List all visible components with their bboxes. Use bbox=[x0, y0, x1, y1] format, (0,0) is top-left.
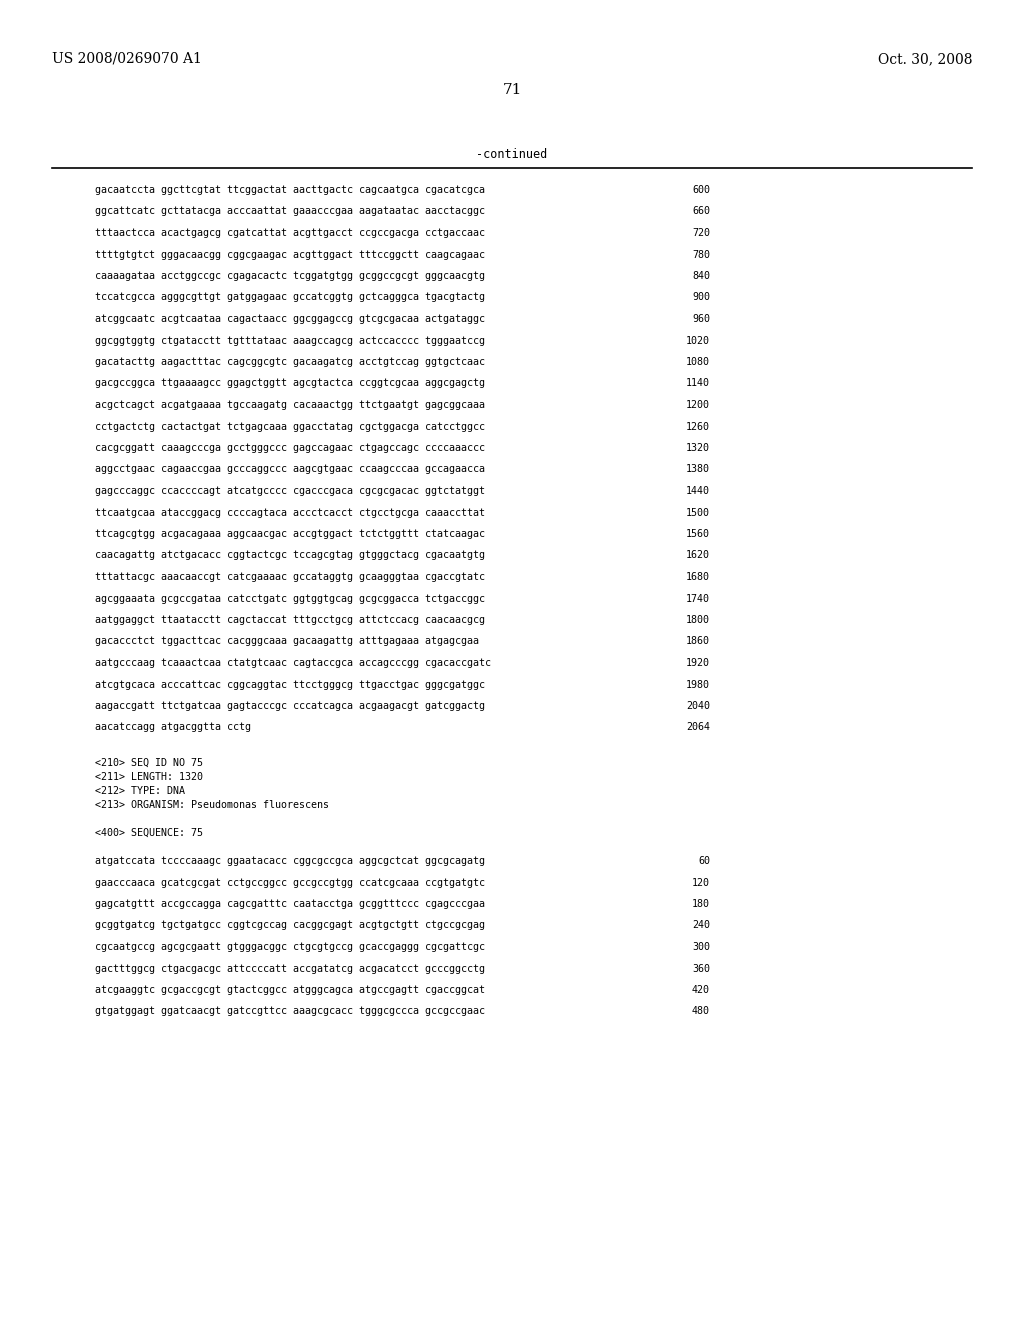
Text: 720: 720 bbox=[692, 228, 710, 238]
Text: ggcattcatc gcttatacga acccaattat gaaacccgaa aagataatac aacctacggc: ggcattcatc gcttatacga acccaattat gaaaccc… bbox=[95, 206, 485, 216]
Text: 900: 900 bbox=[692, 293, 710, 302]
Text: 660: 660 bbox=[692, 206, 710, 216]
Text: 1620: 1620 bbox=[686, 550, 710, 561]
Text: 780: 780 bbox=[692, 249, 710, 260]
Text: 360: 360 bbox=[692, 964, 710, 974]
Text: ttttgtgtct gggacaacgg cggcgaagac acgttggact tttccggctt caagcagaac: ttttgtgtct gggacaacgg cggcgaagac acgttgg… bbox=[95, 249, 485, 260]
Text: gagcatgttt accgccagga cagcgatttc caatacctga gcggtttccc cgagcccgaa: gagcatgttt accgccagga cagcgatttc caatacc… bbox=[95, 899, 485, 909]
Text: aacatccagg atgacggtta cctg: aacatccagg atgacggtta cctg bbox=[95, 722, 251, 733]
Text: 1920: 1920 bbox=[686, 657, 710, 668]
Text: atcggcaatc acgtcaataa cagactaacc ggcggagccg gtcgcgacaa actgataggc: atcggcaatc acgtcaataa cagactaacc ggcggag… bbox=[95, 314, 485, 323]
Text: 71: 71 bbox=[503, 83, 521, 96]
Text: agcggaaata gcgccgataa catcctgatc ggtggtgcag gcgcggacca tctgaccggc: agcggaaata gcgccgataa catcctgatc ggtggtg… bbox=[95, 594, 485, 603]
Text: cctgactctg cactactgat tctgagcaaa ggacctatag cgctggacga catcctggcc: cctgactctg cactactgat tctgagcaaa ggaccta… bbox=[95, 421, 485, 432]
Text: cacgcggatt caaagcccga gcctgggccc gagccagaac ctgagccagc ccccaaaccc: cacgcggatt caaagcccga gcctgggccc gagccag… bbox=[95, 444, 485, 453]
Text: aggcctgaac cagaaccgaa gcccaggccc aagcgtgaac ccaagcccaa gccagaacca: aggcctgaac cagaaccgaa gcccaggccc aagcgtg… bbox=[95, 465, 485, 474]
Text: 1800: 1800 bbox=[686, 615, 710, 624]
Text: 240: 240 bbox=[692, 920, 710, 931]
Text: US 2008/0269070 A1: US 2008/0269070 A1 bbox=[52, 51, 202, 66]
Text: 1980: 1980 bbox=[686, 680, 710, 689]
Text: gagcccaggc ccaccccagt atcatgcccc cgacccgaca cgcgcgacac ggtctatggt: gagcccaggc ccaccccagt atcatgcccc cgacccg… bbox=[95, 486, 485, 496]
Text: 1740: 1740 bbox=[686, 594, 710, 603]
Text: tccatcgcca agggcgttgt gatggagaac gccatcggtg gctcagggca tgacgtactg: tccatcgcca agggcgttgt gatggagaac gccatcg… bbox=[95, 293, 485, 302]
Text: cgcaatgccg agcgcgaatt gtgggacggc ctgcgtgccg gcaccgaggg cgcgattcgc: cgcaatgccg agcgcgaatt gtgggacggc ctgcgtg… bbox=[95, 942, 485, 952]
Text: 600: 600 bbox=[692, 185, 710, 195]
Text: acgctcagct acgatgaaaa tgccaagatg cacaaactgg ttctgaatgt gagcggcaaa: acgctcagct acgatgaaaa tgccaagatg cacaaac… bbox=[95, 400, 485, 411]
Text: -continued: -continued bbox=[476, 148, 548, 161]
Text: 420: 420 bbox=[692, 985, 710, 995]
Text: 1020: 1020 bbox=[686, 335, 710, 346]
Text: atgatccata tccccaaagc ggaatacacc cggcgccgca aggcgctcat ggcgcagatg: atgatccata tccccaaagc ggaatacacc cggcgcc… bbox=[95, 855, 485, 866]
Text: 960: 960 bbox=[692, 314, 710, 323]
Text: <212> TYPE: DNA: <212> TYPE: DNA bbox=[95, 785, 185, 796]
Text: 1140: 1140 bbox=[686, 379, 710, 388]
Text: 1320: 1320 bbox=[686, 444, 710, 453]
Text: <210> SEQ ID NO 75: <210> SEQ ID NO 75 bbox=[95, 758, 203, 768]
Text: 2064: 2064 bbox=[686, 722, 710, 733]
Text: ttcagcgtgg acgacagaaa aggcaacgac accgtggact tctctggttt ctatcaagac: ttcagcgtgg acgacagaaa aggcaacgac accgtgg… bbox=[95, 529, 485, 539]
Text: 1380: 1380 bbox=[686, 465, 710, 474]
Text: <400> SEQUENCE: 75: <400> SEQUENCE: 75 bbox=[95, 828, 203, 838]
Text: <211> LENGTH: 1320: <211> LENGTH: 1320 bbox=[95, 772, 203, 781]
Text: caacagattg atctgacacc cggtactcgc tccagcgtag gtgggctacg cgacaatgtg: caacagattg atctgacacc cggtactcgc tccagcg… bbox=[95, 550, 485, 561]
Text: 1200: 1200 bbox=[686, 400, 710, 411]
Text: 1560: 1560 bbox=[686, 529, 710, 539]
Text: 1260: 1260 bbox=[686, 421, 710, 432]
Text: 1440: 1440 bbox=[686, 486, 710, 496]
Text: ttcaatgcaa ataccggacg ccccagtaca accctcacct ctgcctgcga caaaccttat: ttcaatgcaa ataccggacg ccccagtaca accctca… bbox=[95, 507, 485, 517]
Text: 300: 300 bbox=[692, 942, 710, 952]
Text: aagaccgatt ttctgatcaa gagtacccgc cccatcagca acgaagacgt gatcggactg: aagaccgatt ttctgatcaa gagtacccgc cccatca… bbox=[95, 701, 485, 711]
Text: gacaatccta ggcttcgtat ttcggactat aacttgactc cagcaatgca cgacatcgca: gacaatccta ggcttcgtat ttcggactat aacttga… bbox=[95, 185, 485, 195]
Text: atcgtgcaca acccattcac cggcaggtac ttcctgggcg ttgacctgac gggcgatggc: atcgtgcaca acccattcac cggcaggtac ttcctgg… bbox=[95, 680, 485, 689]
Text: atcgaaggtc gcgaccgcgt gtactcggcc atgggcagca atgccgagtt cgaccggcat: atcgaaggtc gcgaccgcgt gtactcggcc atgggca… bbox=[95, 985, 485, 995]
Text: Oct. 30, 2008: Oct. 30, 2008 bbox=[878, 51, 972, 66]
Text: gcggtgatcg tgctgatgcc cggtcgccag cacggcgagt acgtgctgtt ctgccgcgag: gcggtgatcg tgctgatgcc cggtcgccag cacggcg… bbox=[95, 920, 485, 931]
Text: 60: 60 bbox=[698, 855, 710, 866]
Text: tttaactcca acactgagcg cgatcattat acgttgacct ccgccgacga cctgaccaac: tttaactcca acactgagcg cgatcattat acgttga… bbox=[95, 228, 485, 238]
Text: aatgcccaag tcaaactcaa ctatgtcaac cagtaccgca accagcccgg cgacaccgatc: aatgcccaag tcaaactcaa ctatgtcaac cagtacc… bbox=[95, 657, 490, 668]
Text: <213> ORGANISM: Pseudomonas fluorescens: <213> ORGANISM: Pseudomonas fluorescens bbox=[95, 800, 329, 810]
Text: gacgccggca ttgaaaagcc ggagctggtt agcgtactca ccggtcgcaa aggcgagctg: gacgccggca ttgaaaagcc ggagctggtt agcgtac… bbox=[95, 379, 485, 388]
Text: 2040: 2040 bbox=[686, 701, 710, 711]
Text: gaacccaaca gcatcgcgat cctgccggcc gccgccgtgg ccatcgcaaa ccgtgatgtc: gaacccaaca gcatcgcgat cctgccggcc gccgccg… bbox=[95, 878, 485, 887]
Text: 1860: 1860 bbox=[686, 636, 710, 647]
Text: 1080: 1080 bbox=[686, 356, 710, 367]
Text: tttattacgc aaacaaccgt catcgaaaac gccataggtg gcaagggtaa cgaccgtatc: tttattacgc aaacaaccgt catcgaaaac gccatag… bbox=[95, 572, 485, 582]
Text: gacatacttg aagactttac cagcggcgtc gacaagatcg acctgtccag ggtgctcaac: gacatacttg aagactttac cagcggcgtc gacaaga… bbox=[95, 356, 485, 367]
Text: ggcggtggtg ctgatacctt tgtttataac aaagccagcg actccacccc tgggaatccg: ggcggtggtg ctgatacctt tgtttataac aaagcca… bbox=[95, 335, 485, 346]
Text: caaaagataa acctggccgc cgagacactc tcggatgtgg gcggccgcgt gggcaacgtg: caaaagataa acctggccgc cgagacactc tcggatg… bbox=[95, 271, 485, 281]
Text: 840: 840 bbox=[692, 271, 710, 281]
Text: gactttggcg ctgacgacgc attccccatt accgatatcg acgacatcct gcccggcctg: gactttggcg ctgacgacgc attccccatt accgata… bbox=[95, 964, 485, 974]
Text: 1500: 1500 bbox=[686, 507, 710, 517]
Text: 480: 480 bbox=[692, 1006, 710, 1016]
Text: gacaccctct tggacttcac cacgggcaaa gacaagattg atttgagaaa atgagcgaa: gacaccctct tggacttcac cacgggcaaa gacaaga… bbox=[95, 636, 479, 647]
Text: 180: 180 bbox=[692, 899, 710, 909]
Text: 1680: 1680 bbox=[686, 572, 710, 582]
Text: 120: 120 bbox=[692, 878, 710, 887]
Text: gtgatggagt ggatcaacgt gatccgttcc aaagcgcacc tgggcgccca gccgccgaac: gtgatggagt ggatcaacgt gatccgttcc aaagcgc… bbox=[95, 1006, 485, 1016]
Text: aatggaggct ttaatacctt cagctaccat tttgcctgcg attctccacg caacaacgcg: aatggaggct ttaatacctt cagctaccat tttgcct… bbox=[95, 615, 485, 624]
